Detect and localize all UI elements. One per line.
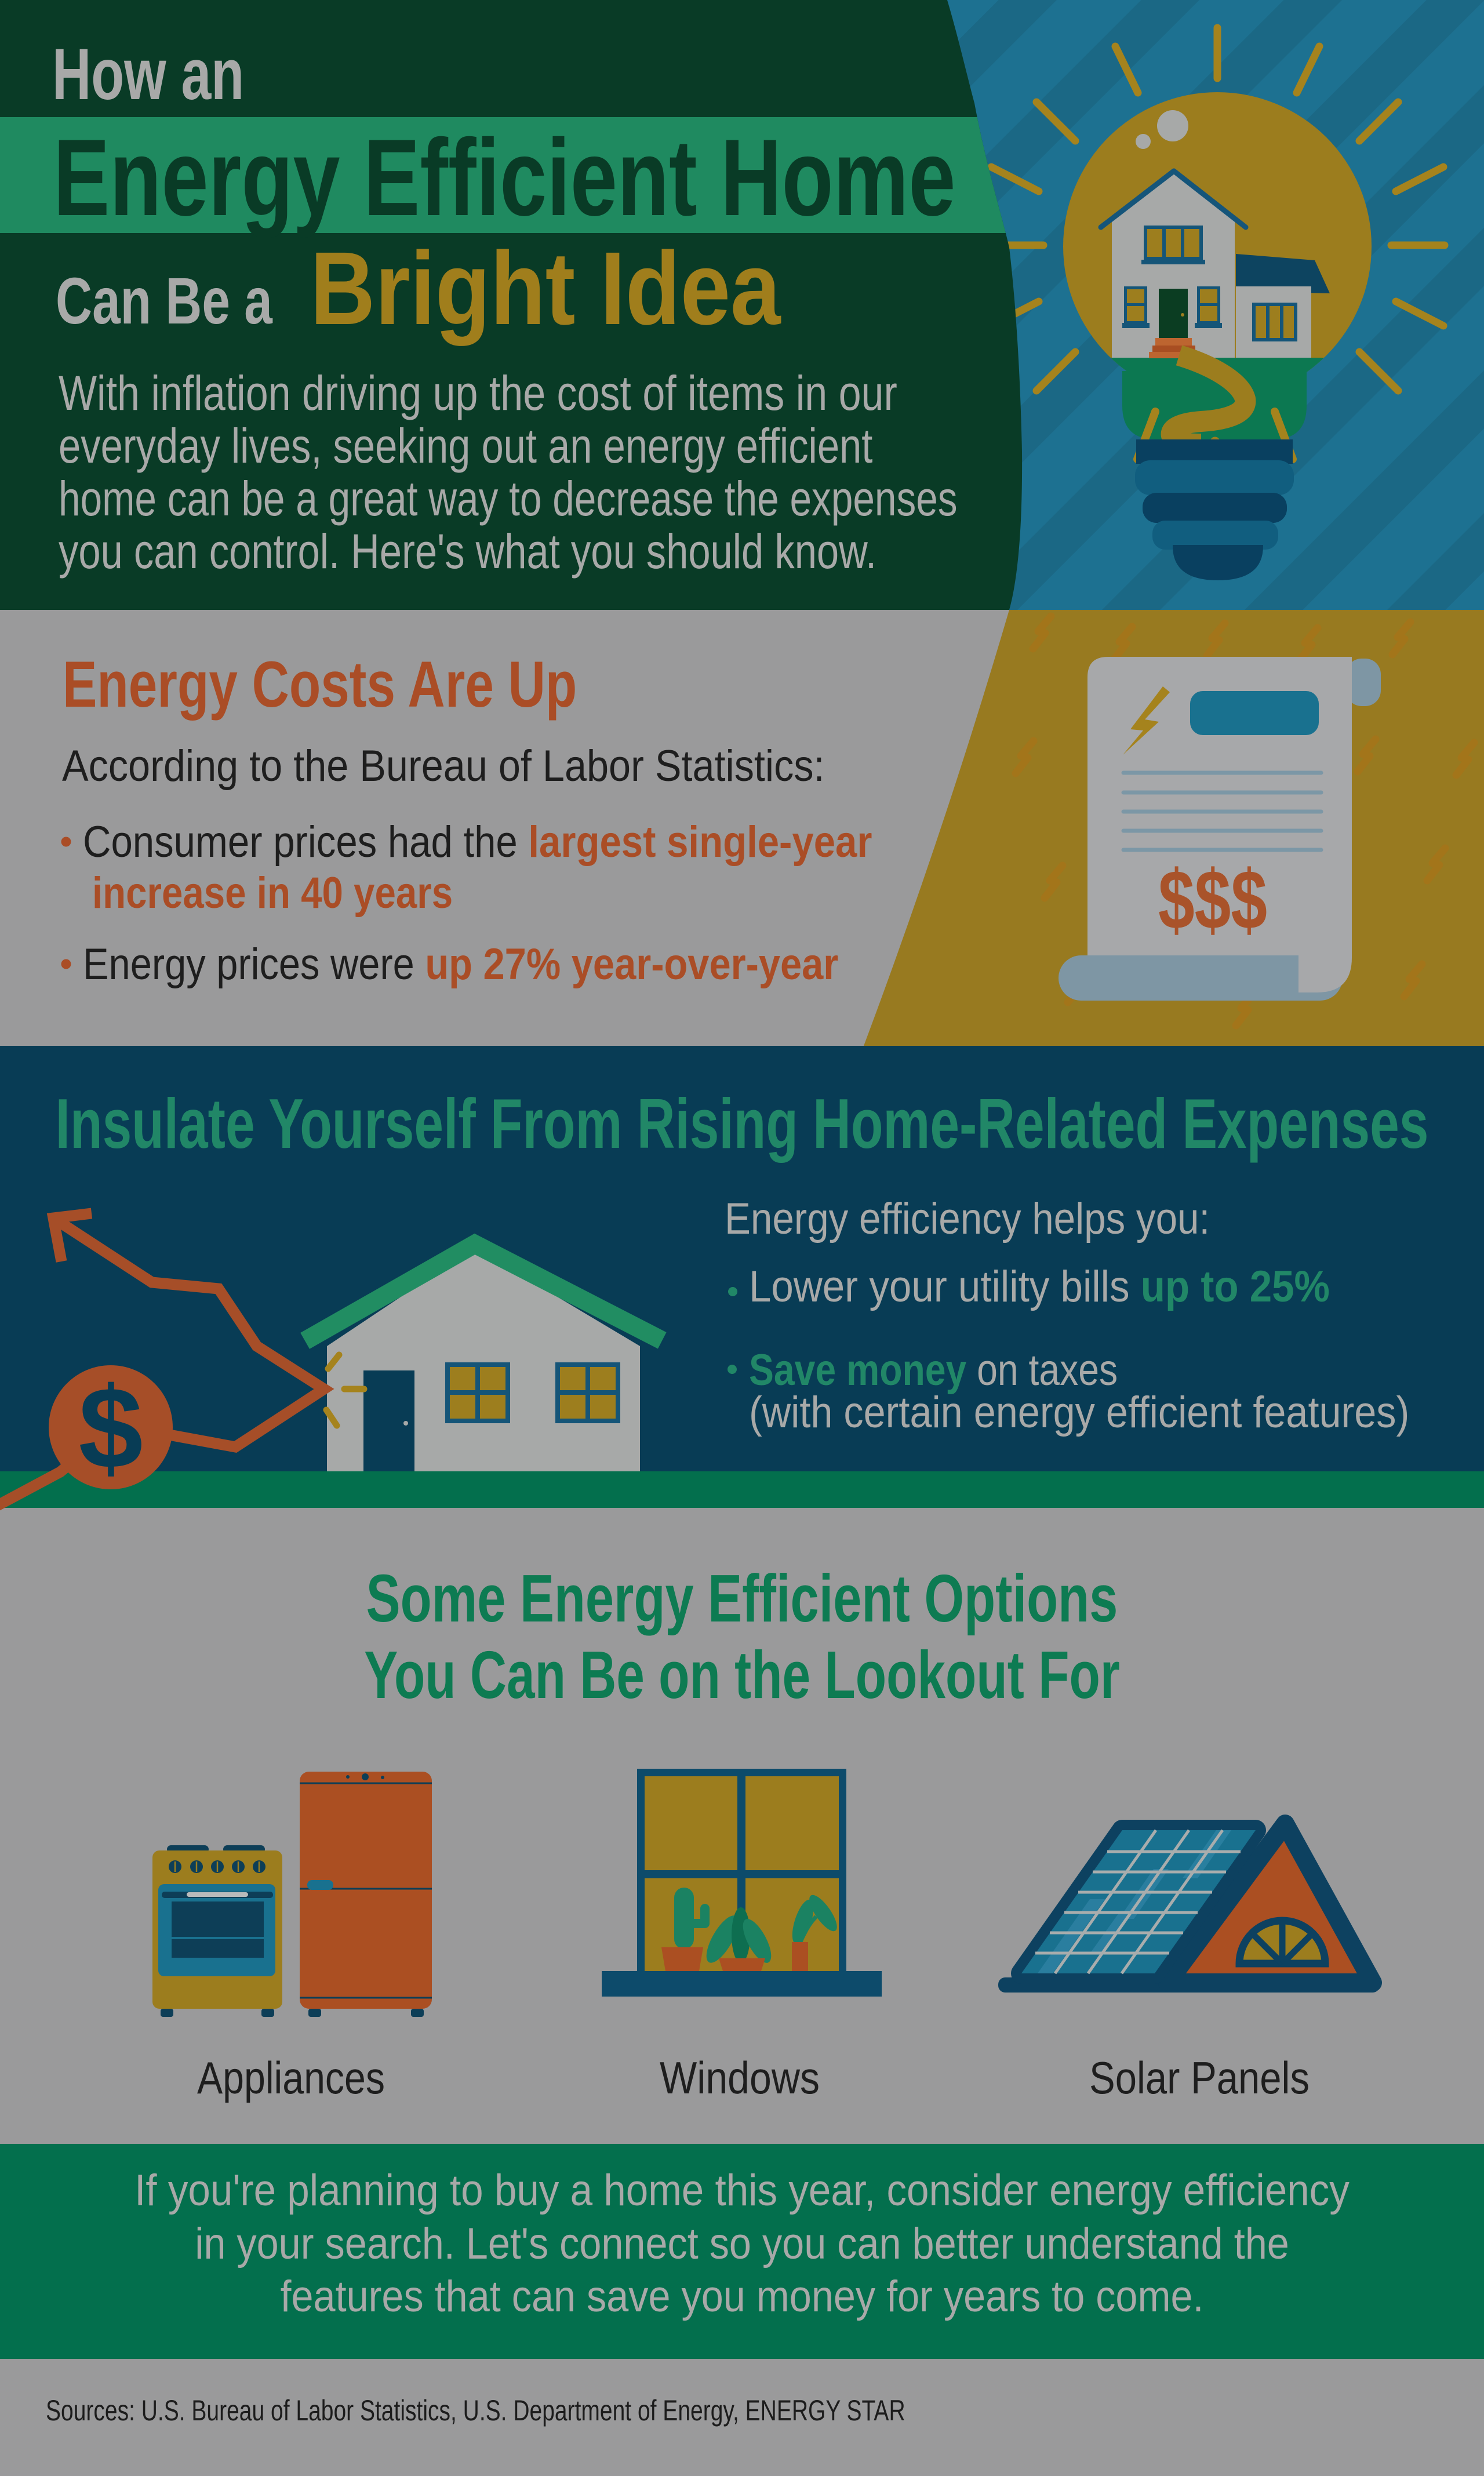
svg-text:$: $	[78, 1364, 143, 1493]
